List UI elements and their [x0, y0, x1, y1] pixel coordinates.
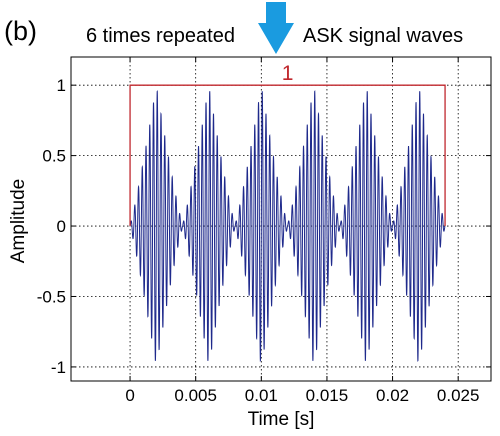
down-arrow-icon	[258, 2, 294, 54]
x-tick-label: 0.005	[174, 386, 217, 405]
x-tick-label: 0.02	[376, 386, 409, 405]
x-tick-label: 0.01	[245, 386, 278, 405]
y-tick-labels: -1 -0.5 0 0.5 1	[37, 76, 66, 377]
plot-frame	[70, 56, 492, 382]
y-axis-label: Amplitude	[8, 179, 29, 264]
envelope-bracket	[129, 84, 446, 227]
panel-label: (b)	[4, 16, 37, 46]
y-tick-label: 0.5	[42, 147, 66, 166]
y-tick-label: 0	[57, 217, 66, 236]
x-tick-label: 0.025	[437, 386, 480, 405]
header-left-text: 6 times repeated	[86, 25, 235, 47]
ask-wave-series	[129, 90, 446, 362]
x-tick-label: 0.015	[306, 386, 349, 405]
header-right-text: ASK signal waves	[303, 25, 463, 47]
x-tick-label: 0	[125, 386, 134, 405]
annotation-label: 1	[282, 62, 294, 85]
y-tick-label: -0.5	[37, 287, 66, 306]
y-tick-label: -1	[51, 358, 66, 377]
x-tick-labels: 0 0.005 0.01 0.015 0.02 0.025	[125, 386, 479, 405]
y-tick-label: 1	[57, 76, 66, 95]
axis-ticks	[71, 57, 491, 381]
x-axis-label: Time [s]	[248, 409, 315, 430]
